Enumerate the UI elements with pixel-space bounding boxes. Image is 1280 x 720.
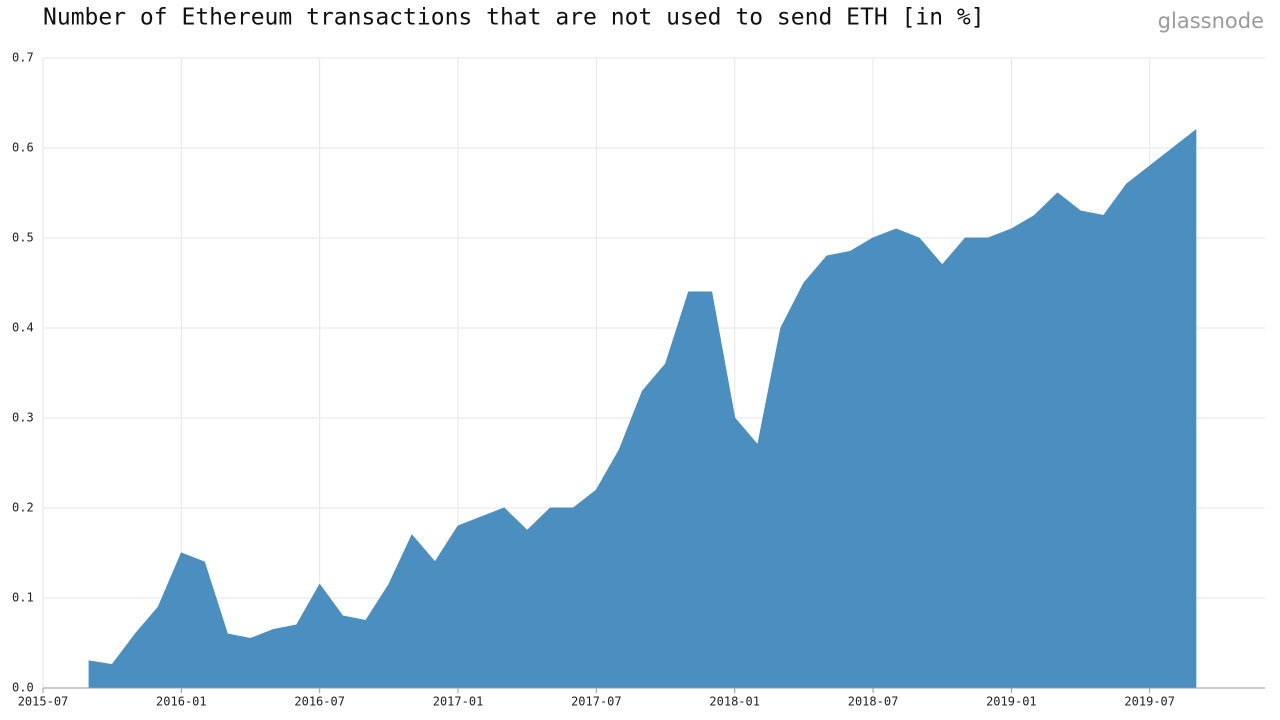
x-tick-label: 2019-07 — [1124, 695, 1175, 709]
brand: glassnode — [1158, 9, 1264, 33]
x-tick-label: 2018-07 — [848, 695, 899, 709]
x-tick-label: 2017-01 — [433, 695, 484, 709]
x-tick-label: 2016-01 — [156, 695, 207, 709]
area — [88, 128, 1197, 689]
y-tick-label: 0.2 — [12, 501, 34, 515]
y-tick-label: 0.1 — [12, 591, 34, 605]
y-tick-label: 0.0 — [12, 681, 34, 695]
y-tick-label: 0.3 — [12, 411, 34, 425]
x-tick-label: 2015-07 — [18, 695, 69, 709]
x-tick-label: 2018-01 — [709, 695, 760, 709]
x-tick-label: 2019-01 — [986, 695, 1037, 709]
y-tick-label: 0.4 — [12, 321, 34, 335]
x-tick-label: 2017-07 — [571, 695, 622, 709]
y-tick-label: 0.7 — [12, 51, 34, 65]
y-tick-label: 0.6 — [12, 141, 34, 155]
y-tick-label: 0.5 — [12, 231, 34, 245]
x-tick-label: 2016-07 — [294, 695, 345, 709]
chart-title: Number of Ethereum transactions that are… — [43, 5, 985, 31]
